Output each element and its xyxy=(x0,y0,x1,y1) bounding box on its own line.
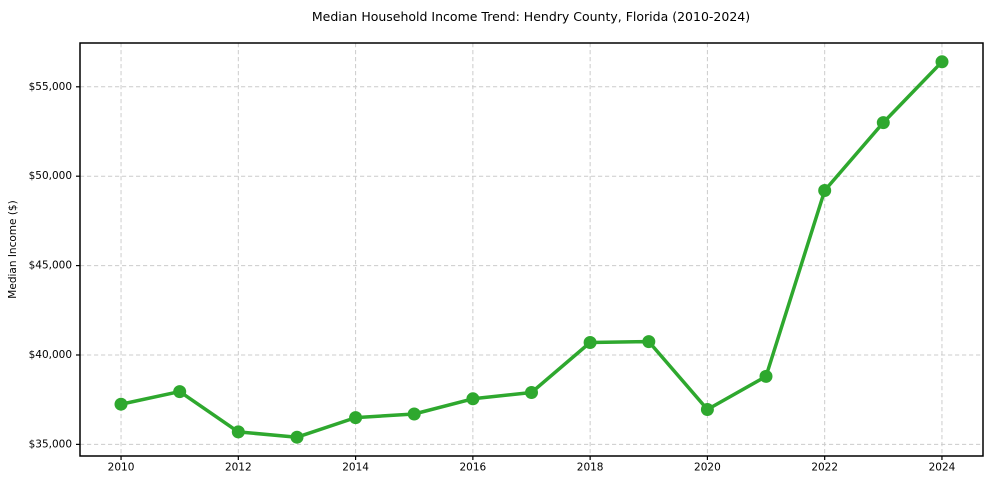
x-tick-label: 2012 xyxy=(225,462,252,474)
data-point-marker xyxy=(935,55,949,69)
x-tick-label: 2014 xyxy=(342,462,369,474)
data-point-marker xyxy=(642,335,656,349)
data-point-marker xyxy=(114,397,128,411)
y-tick-label: $40,000 xyxy=(29,349,72,361)
y-tick-label: $45,000 xyxy=(29,260,72,272)
x-tick-label: 2010 xyxy=(108,462,135,474)
axes-layer: 2010 2012 2014 2016 2018 2020 2022 2024 $35,000 $… xyxy=(29,42,984,474)
x-tick-label: 2024 xyxy=(929,462,956,474)
trend-line xyxy=(119,60,944,439)
data-point-marker xyxy=(818,184,832,197)
data-point-marker xyxy=(583,336,597,349)
y-axis-label: Median Income ($) xyxy=(7,200,19,298)
x-tick-label: 2022 xyxy=(811,462,838,474)
data-point-marker xyxy=(349,411,363,425)
data-series-layer xyxy=(114,55,949,444)
x-tick-label: 2020 xyxy=(694,462,721,474)
chart-title: Median Household Income Trend: Hendry Co… xyxy=(312,9,750,24)
data-point-marker xyxy=(407,407,421,421)
gridlines-layer xyxy=(80,43,983,456)
data-point-marker xyxy=(759,369,773,383)
x-tick-label: 2016 xyxy=(459,462,486,474)
data-point-marker xyxy=(173,385,187,399)
data-point-marker xyxy=(231,425,245,439)
data-point-marker xyxy=(700,403,714,416)
data-point-marker xyxy=(876,116,890,130)
y-tick-label: $50,000 xyxy=(29,170,72,182)
data-point-marker xyxy=(525,386,538,399)
plot-border xyxy=(79,42,984,457)
x-tick-label: 2018 xyxy=(577,462,604,474)
data-point-marker xyxy=(290,430,304,444)
y-tick-label: $35,000 xyxy=(29,438,72,450)
data-point-marker xyxy=(466,392,480,406)
y-tick-label: $55,000 xyxy=(29,81,72,93)
